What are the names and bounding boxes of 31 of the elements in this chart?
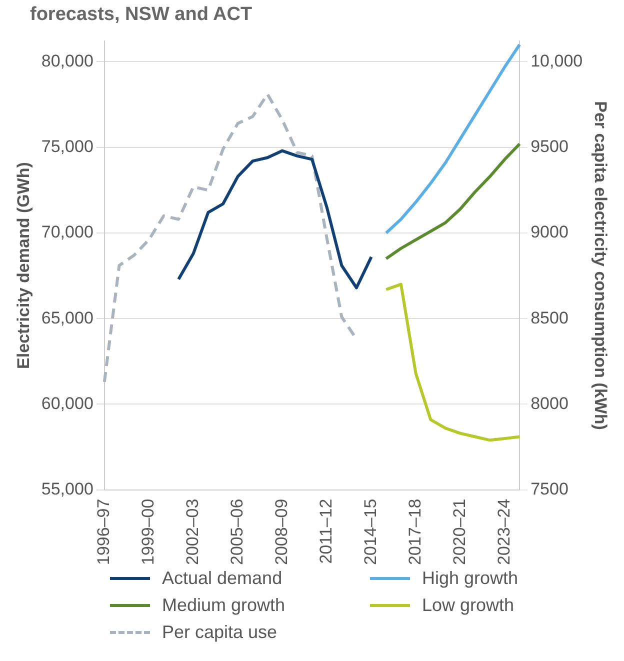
chart-title: forecasts, NSW and ACT (29, 3, 254, 27)
y2-tick-label: 8000 (530, 394, 568, 413)
legend-label: High growth (422, 568, 518, 589)
line-series (102, 92, 358, 384)
y2-tick-label: 8500 (530, 308, 568, 328)
x-tick-label: 1996–97 (94, 498, 114, 566)
y-tick-label: 65,000 (41, 308, 94, 328)
x-tick-label: 2002–03 (183, 498, 202, 566)
y2-tick-label: 9500 (530, 137, 568, 156)
legend-label: Actual demand (162, 568, 282, 589)
y-tick-label: 75,000 (41, 137, 94, 156)
x-tick-label: 2008–09 (272, 498, 292, 566)
x-tick-label: 2023–24 (494, 498, 514, 566)
y-tick-label: 80,000 (41, 51, 94, 70)
x-tick-label: 2011–12 (316, 498, 336, 564)
y2-tick-label: 9000 (530, 222, 568, 242)
legend-label: Low growth (422, 595, 514, 616)
legend-label: Per capita use (162, 622, 278, 643)
y2-axis-title: Per capita electricity consumption (kWh) (591, 101, 610, 430)
y-tick-label: 55,000 (41, 480, 94, 499)
x-tick-label: 2014–15 (361, 498, 380, 566)
x-tick-label: 2005–06 (228, 498, 247, 566)
y2-tick-label: 10,000 (530, 51, 583, 70)
y-axis-title: Electricity demand (GWh) (14, 162, 33, 369)
x-tick-label: 1999–00 (138, 498, 158, 566)
legend-label: Medium growth (162, 595, 286, 616)
y2-tick-label: 7500 (530, 480, 568, 499)
y-tick-label: 70,000 (41, 222, 94, 242)
y-tick-label: 60,000 (41, 394, 94, 413)
x-tick-label: 2017–18 (405, 498, 424, 566)
x-tick-label: 2020–21 (450, 498, 469, 566)
